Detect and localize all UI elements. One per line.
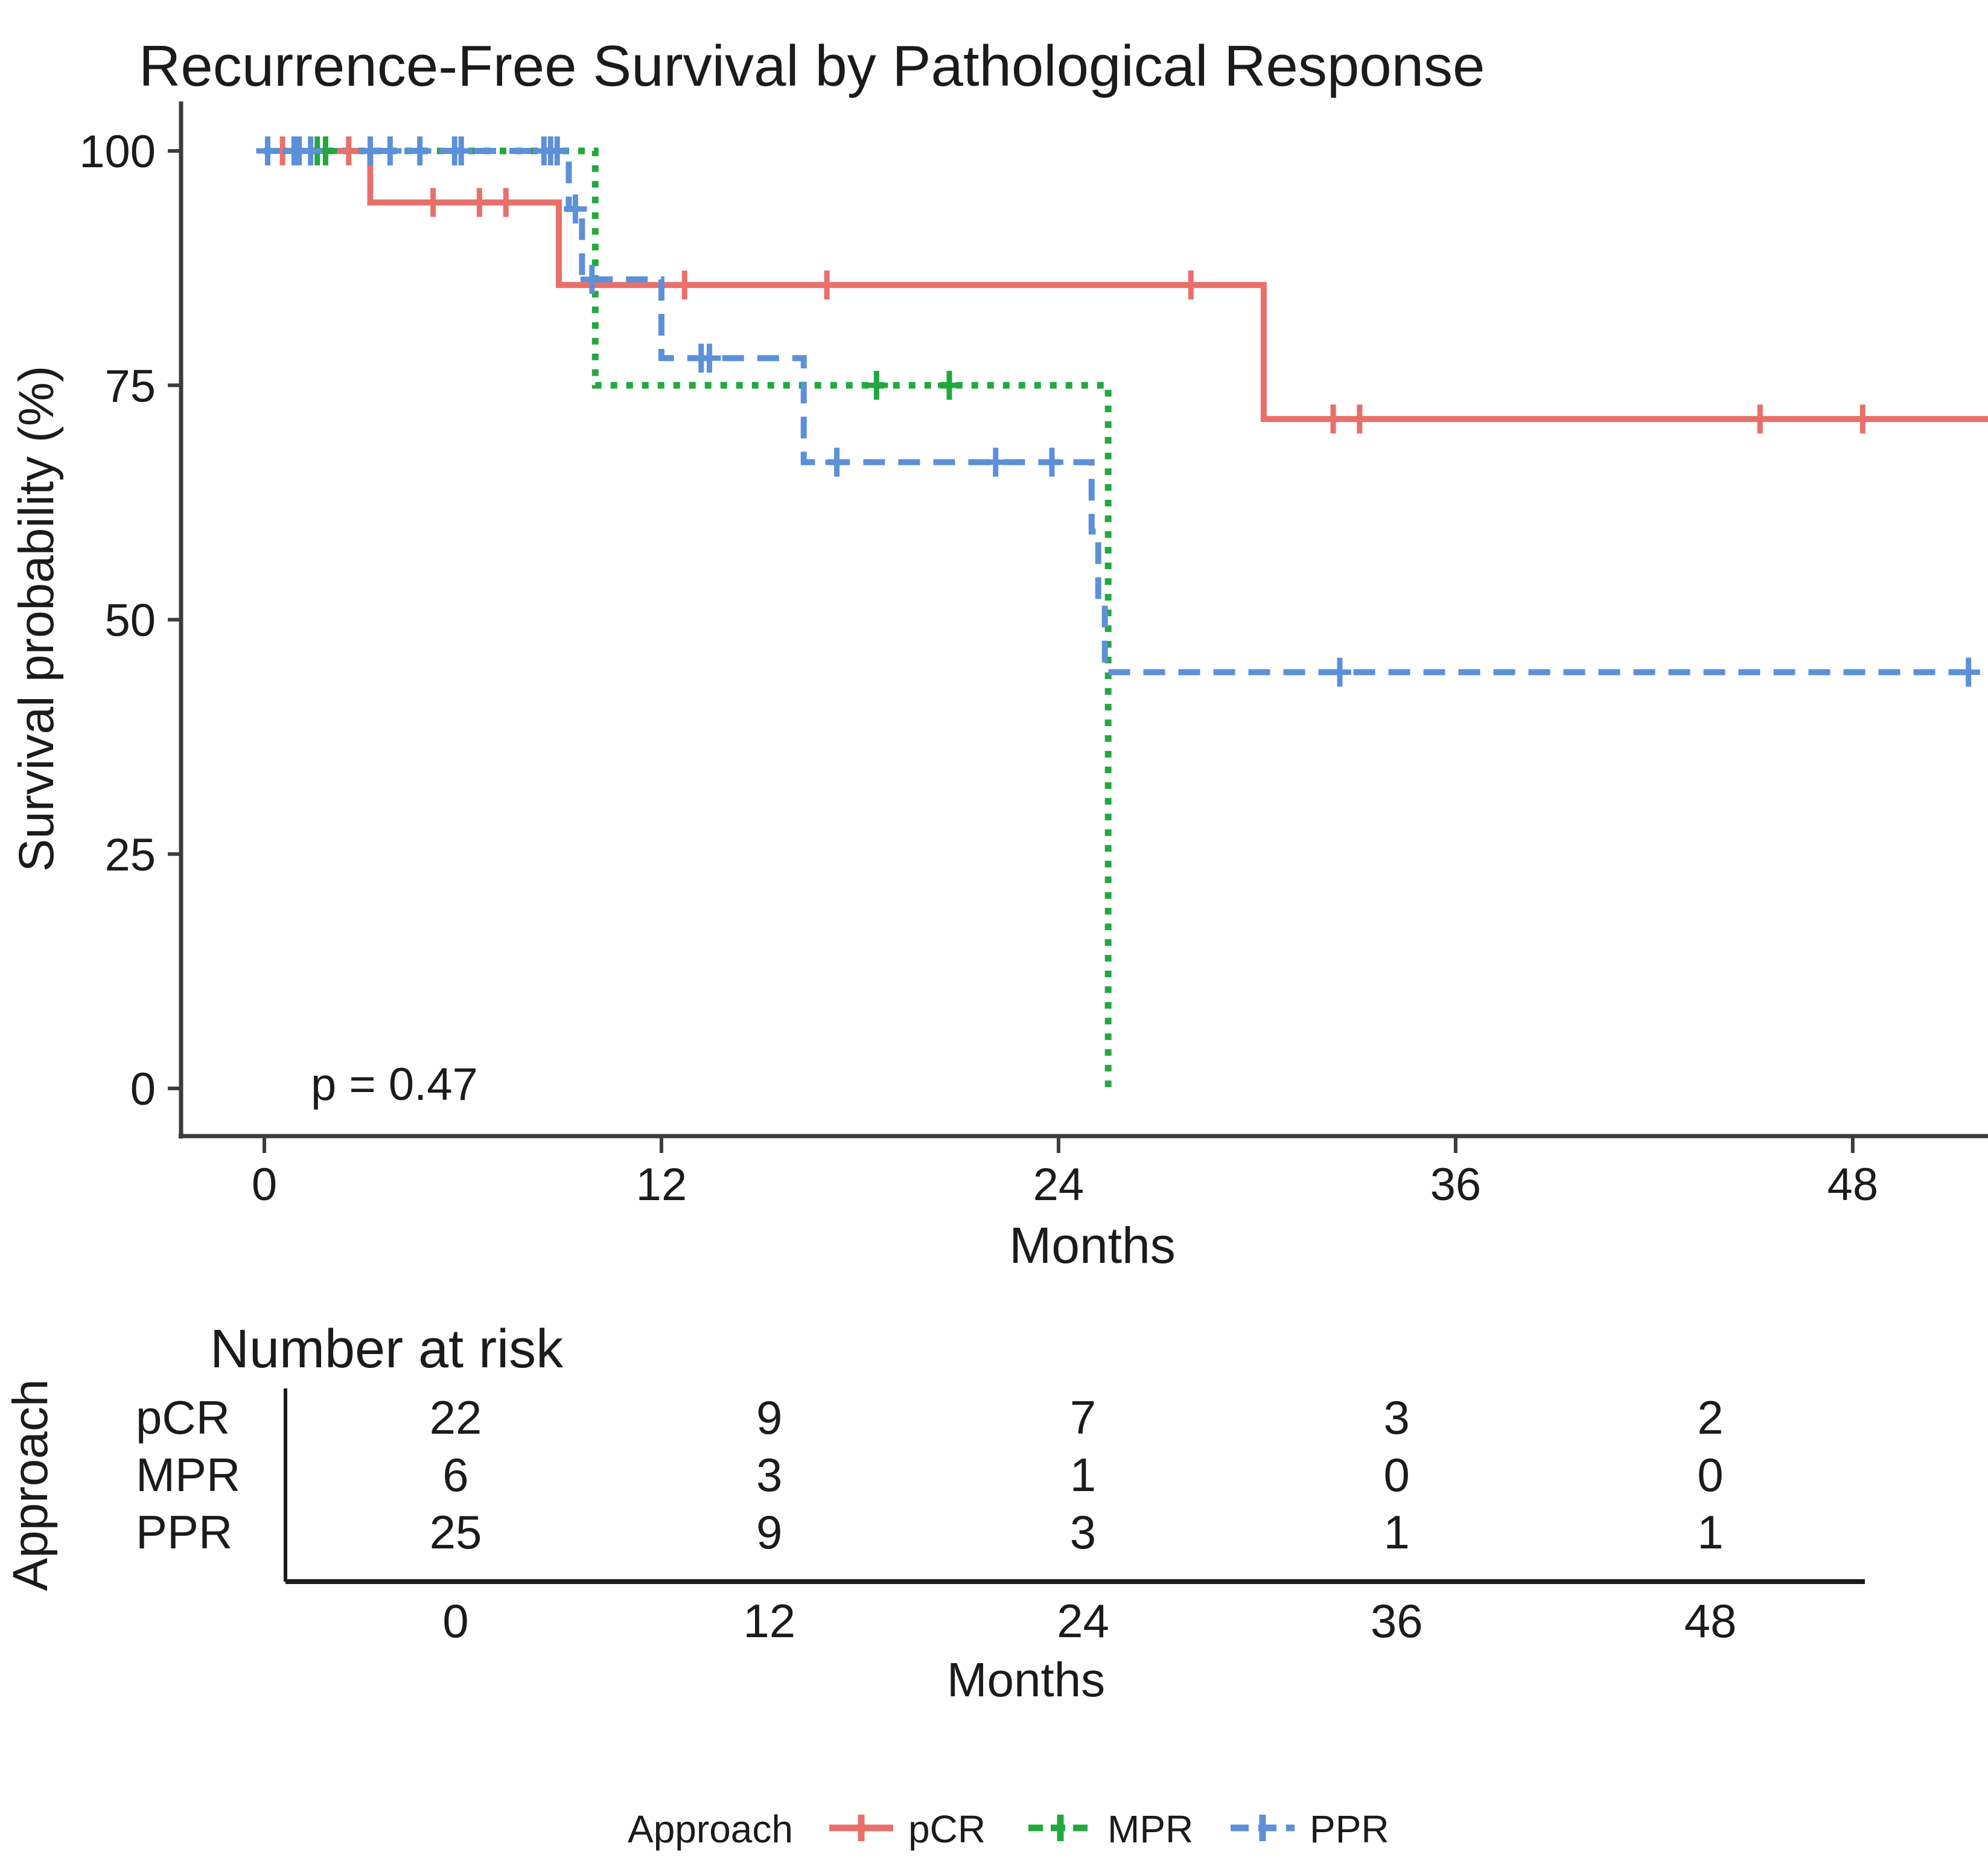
risk-value: 1 xyxy=(1384,1506,1410,1559)
x-tick-label: 48 xyxy=(1827,1159,1879,1210)
x-tick-label: 0 xyxy=(252,1159,277,1210)
y-tick-label: 50 xyxy=(104,595,156,647)
risk-row-label-PPR: PPR xyxy=(136,1506,232,1559)
risk-value: 9 xyxy=(756,1391,782,1444)
y-tick-label: 0 xyxy=(130,1064,156,1115)
legend-title: Approach xyxy=(628,1807,793,1851)
x-tick-label: 24 xyxy=(1033,1159,1085,1210)
survival-curves xyxy=(264,147,1988,1088)
risk-value: 7 xyxy=(1070,1391,1096,1444)
risk-value: 3 xyxy=(756,1448,782,1501)
censor-marks xyxy=(256,136,1980,687)
risk-table-header: Number at risk xyxy=(210,1319,564,1379)
legend-entries: pCR MPR PPR xyxy=(829,1807,1389,1851)
risk-value: 2 xyxy=(1697,1391,1723,1444)
y-tick-label: 25 xyxy=(104,829,156,881)
km-curve-pCR xyxy=(264,148,1988,423)
y-axis-title: Survival probability (%) xyxy=(9,366,64,872)
risk-value: 6 xyxy=(442,1448,468,1501)
x-tick-label: 36 xyxy=(1430,1159,1482,1210)
legend: Approach pCR MPR PPR xyxy=(628,1807,1389,1851)
risk-table-axis-label: Approach xyxy=(3,1379,58,1591)
x-axis-title: Months xyxy=(1009,1217,1175,1274)
legend-label-PPR: PPR xyxy=(1310,1807,1389,1851)
risk-x-tick-label: 12 xyxy=(743,1594,795,1647)
risk-value: 3 xyxy=(1384,1391,1410,1444)
risk-value: 0 xyxy=(1697,1448,1723,1501)
risk-value: 1 xyxy=(1070,1448,1096,1501)
y-tick-label: 75 xyxy=(104,360,156,412)
risk-value: 3 xyxy=(1070,1506,1096,1559)
legend-label-pCR: pCR xyxy=(908,1807,986,1851)
risk-value: 9 xyxy=(756,1506,782,1559)
censor-marks-PPR xyxy=(256,136,1980,687)
risk-row-label-pCR: pCR xyxy=(136,1391,230,1444)
censor-marks-MPR xyxy=(305,136,961,400)
risk-value: 25 xyxy=(430,1506,482,1559)
axes: 100 75 50 25 0 0 12 24 36 48 xyxy=(79,101,1988,1210)
risk-value: 0 xyxy=(1384,1448,1410,1501)
chart-title: Recurrence-Free Survival by Pathological… xyxy=(139,34,1485,98)
km-curve-PPR xyxy=(264,148,1972,676)
y-tick-label: 100 xyxy=(79,126,156,177)
risk-value: 22 xyxy=(430,1391,482,1444)
legend-label-MPR: MPR xyxy=(1107,1807,1193,1851)
risk-x-tick-label: 48 xyxy=(1684,1594,1737,1647)
p-value-annotation: p = 0.47 xyxy=(311,1059,478,1110)
risk-x-tick-label: 0 xyxy=(442,1594,468,1647)
x-tick-label: 12 xyxy=(636,1159,687,1210)
risk-x-tick-label: 24 xyxy=(1057,1594,1109,1647)
risk-table-x-axis-title: Months xyxy=(947,1653,1105,1707)
risk-value: 1 xyxy=(1697,1506,1723,1559)
risk-row-label-MPR: MPR xyxy=(136,1448,240,1501)
risk-x-tick-label: 36 xyxy=(1371,1594,1423,1647)
